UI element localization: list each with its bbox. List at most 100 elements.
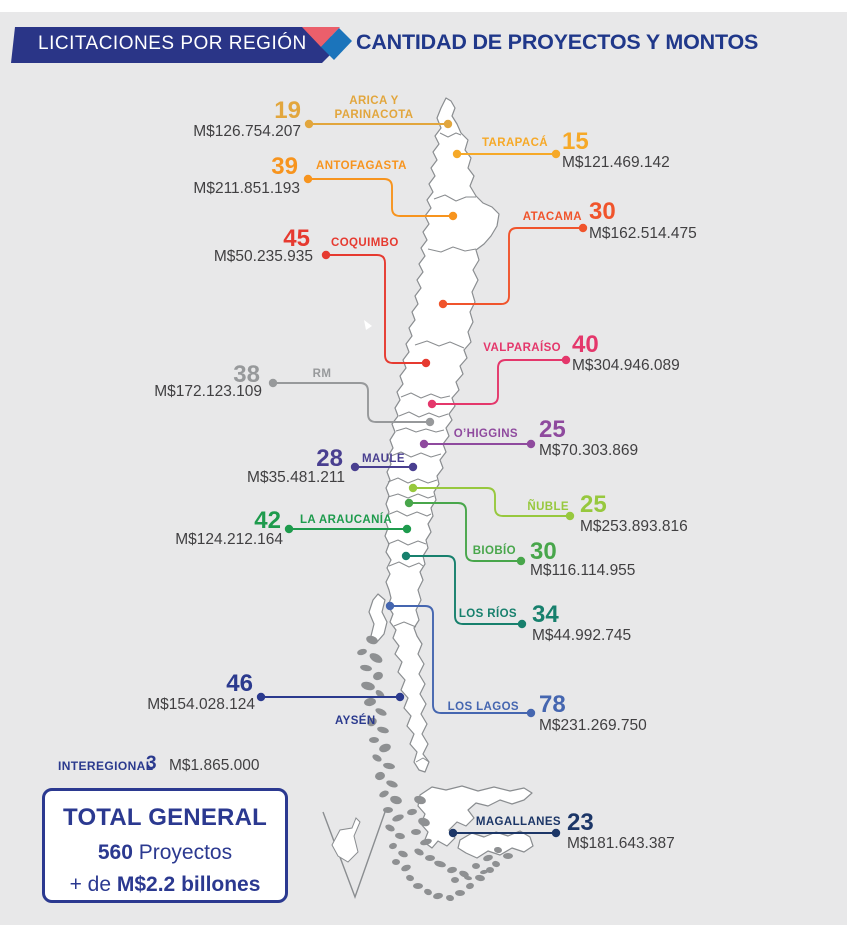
archipelago-islet	[424, 888, 432, 896]
map-dot-nuble	[408, 483, 418, 493]
map-dot-valparaiso	[427, 399, 437, 409]
archipelago-islet	[390, 795, 402, 805]
archipelago-islet	[466, 882, 474, 890]
archipelago-islet	[494, 846, 502, 854]
archipelago-islet	[414, 795, 426, 805]
label-dot-valparaiso	[561, 355, 571, 365]
total-amount: M$2.2 billones	[116, 873, 261, 896]
archipelago-islet	[407, 808, 417, 816]
southern-archipelago	[357, 635, 513, 902]
region-label-magallanes: MAGALLANES	[475, 816, 561, 828]
region-amount-tarapaca: M$121.469.142	[562, 154, 670, 171]
archipelago-islet	[503, 853, 513, 859]
archipelago-islet	[385, 824, 395, 832]
map-dot-aysen	[395, 692, 405, 702]
region-label-maule: MAULE	[362, 453, 405, 465]
archipelago-islet	[398, 850, 408, 858]
region-amount-nuble: M$253.893.816	[580, 518, 688, 535]
region-label-coquimbo: COQUIMBO	[331, 237, 399, 249]
region-label-atacama: ATACAMA	[522, 211, 582, 223]
total-projects-count: 560	[97, 841, 133, 864]
ribbon-shape	[11, 27, 340, 63]
region-amount-atacama: M$162.514.475	[589, 225, 697, 242]
region-count-maule: 28	[316, 445, 343, 472]
archipelago-islet	[425, 855, 435, 861]
archipelago-islet	[434, 860, 446, 868]
region-label-losrios: LOS RÍOS	[458, 608, 517, 620]
archipelago-islet	[375, 690, 385, 698]
label-dot-atacama	[578, 223, 588, 233]
region-count-tarapaca: 15	[562, 128, 589, 155]
map-dot-arica	[443, 119, 453, 129]
map-dot-rm	[425, 417, 435, 427]
archipelago-islet	[377, 726, 389, 734]
archipelago-islet	[389, 842, 397, 850]
callout-line-losrios	[406, 555, 522, 625]
callout-line-antofagasta	[308, 178, 453, 217]
total-general-box: TOTAL GENERAL 560 Proyectos + de M$2.2 b…	[42, 788, 288, 903]
map-dot-loslagos	[385, 601, 395, 611]
region-label-antofagasta: ANTOFAGASTA	[316, 160, 407, 172]
page-title: CANTIDAD DE PROYECTOS Y MONTOS	[356, 30, 759, 54]
label-dot-aysen	[256, 692, 266, 702]
label-dot-tarapaca	[551, 149, 561, 159]
archipelago-islet	[411, 829, 421, 835]
archipelago-islet	[451, 877, 459, 883]
ribbon-accent-red-triangle	[302, 27, 340, 47]
archipelago-islet	[433, 892, 443, 900]
archipelago-islet	[383, 762, 395, 770]
archipelago-islet	[375, 771, 385, 781]
map-dot-antofagasta	[448, 211, 458, 221]
region-amount-ohiggins: M$70.303.869	[539, 442, 639, 459]
region-count-losrios: 34	[532, 601, 559, 628]
archipelago-islet	[379, 743, 391, 753]
antarctic-triangle	[322, 811, 386, 900]
region-amount-loslagos: M$231.269.750	[539, 717, 647, 734]
region-count-araucania: 42	[254, 507, 281, 534]
callout-line-rm	[273, 382, 430, 423]
interregional-label: INTEREGIONAL	[58, 759, 154, 773]
ribbon-accent-blue-diamond	[321, 28, 352, 60]
callout-line-nuble	[413, 487, 570, 517]
archipelago-islet	[369, 737, 379, 743]
map-dot-tarapaca	[452, 149, 462, 159]
archipelago-islet	[379, 790, 389, 798]
region-label-ohiggins: O’HIGGINS	[453, 428, 518, 440]
label-dot-maule	[350, 462, 360, 472]
region-count-atacama: 30	[589, 198, 616, 225]
callout-line-loslagos	[390, 605, 531, 714]
region-amount-maule: M$35.481.211	[247, 469, 345, 486]
label-dot-losrios	[517, 619, 527, 629]
mainland-shape	[364, 97, 534, 859]
total-title: TOTAL GENERAL	[63, 804, 267, 831]
region-amount-valparaiso: M$304.946.089	[572, 357, 680, 374]
archipelago-islet	[455, 890, 465, 896]
region-count-loslagos: 78	[539, 691, 566, 718]
archipelago-islet	[392, 814, 404, 822]
archipelago-islet	[383, 807, 393, 813]
map-dot-biobio	[404, 498, 414, 508]
label-dot-biobio	[516, 556, 526, 566]
header-ribbon	[11, 27, 352, 63]
label-dot-antofagasta	[303, 174, 313, 184]
region-label-rm: RM	[312, 368, 332, 380]
archipelago-islet	[386, 780, 398, 788]
map-dot-magallanes	[448, 828, 458, 838]
total-amount-line: + de M$2.2 billones	[45, 873, 285, 897]
region-count-valparaiso: 40	[572, 331, 599, 358]
top-white-strip	[0, 0, 847, 12]
region-label-biobio: BIOBÍO	[472, 545, 516, 557]
region-count-coquimbo: 45	[283, 225, 310, 252]
archipelago-islet	[375, 708, 387, 716]
archipelago-islet	[361, 681, 375, 691]
callout-lines	[256, 119, 588, 838]
region-amount-coquimbo: M$50.235.935	[213, 248, 313, 265]
region-amount-araucania: M$124.212.164	[175, 531, 283, 548]
interregional-count: 3	[146, 753, 157, 774]
map-dot-araucania	[402, 524, 412, 534]
tierra-del-fuego	[457, 830, 534, 859]
archipelago-islet	[447, 866, 457, 874]
region-label-loslagos: LOS LAGOS	[447, 701, 519, 713]
interregional-amount: M$1.865.000	[169, 757, 260, 774]
